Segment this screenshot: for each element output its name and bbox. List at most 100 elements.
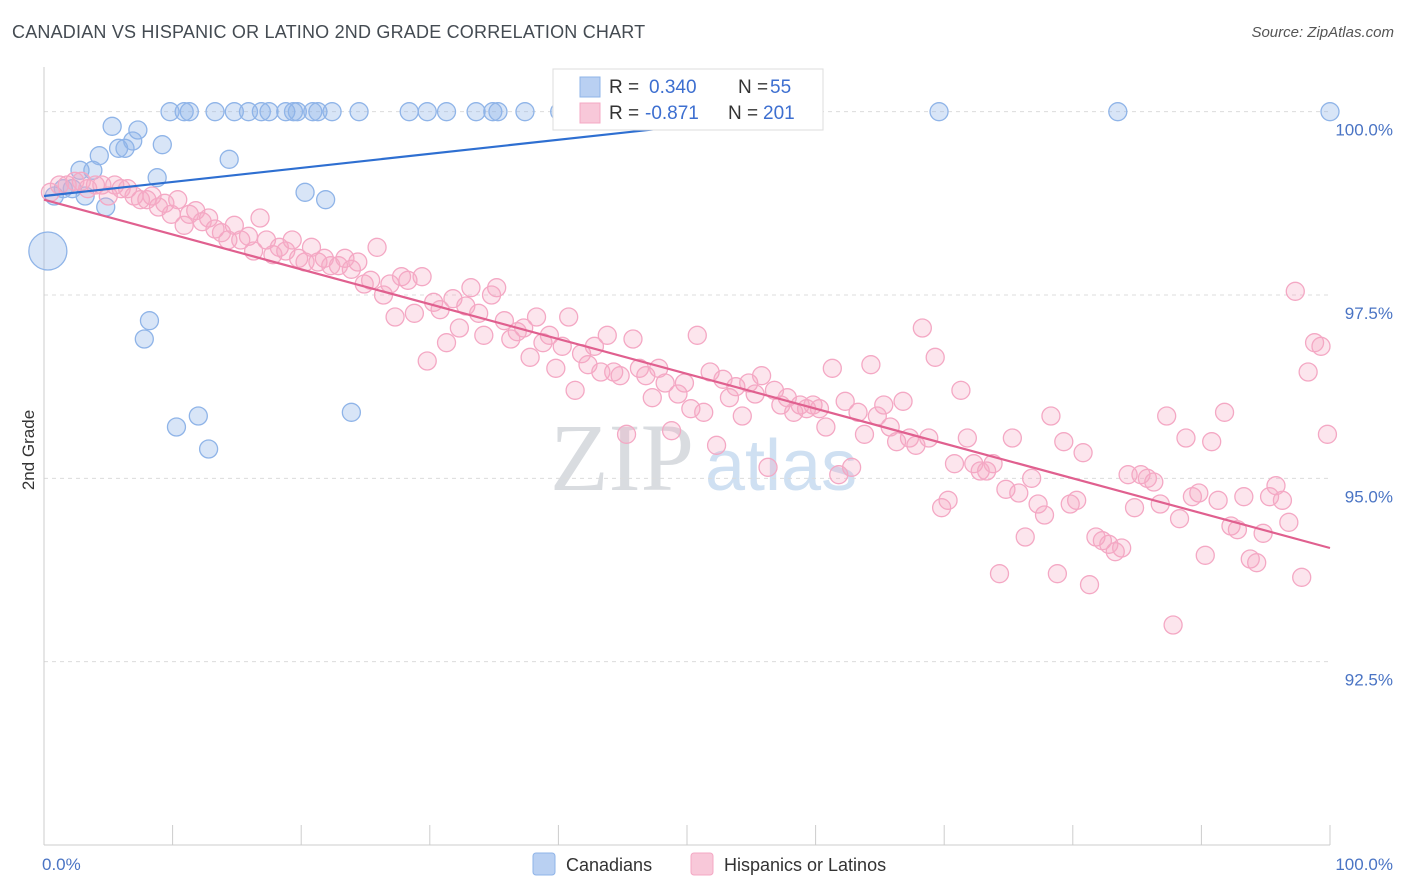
point-hispanics bbox=[661, 421, 682, 441]
point-hispanics bbox=[501, 329, 521, 349]
point-hispanics bbox=[1195, 545, 1215, 565]
point-hispanics bbox=[668, 384, 688, 404]
point-canadians bbox=[417, 102, 437, 122]
point-hispanics bbox=[71, 171, 91, 191]
point-hispanics bbox=[758, 457, 778, 477]
point-canadians bbox=[349, 102, 369, 122]
point-hispanics bbox=[822, 358, 842, 378]
point-canadians bbox=[160, 102, 180, 122]
point-canadians bbox=[102, 116, 122, 136]
point-hispanics bbox=[398, 270, 418, 290]
point-hispanics bbox=[436, 333, 457, 353]
point-hispanics bbox=[989, 564, 1010, 584]
y-tick-label: 100.0% bbox=[1335, 121, 1393, 140]
point-hispanics bbox=[1009, 483, 1029, 503]
point-canadians bbox=[224, 102, 244, 122]
point-hispanics bbox=[1034, 505, 1055, 525]
point-hispanics bbox=[1054, 432, 1074, 452]
point-hispanics bbox=[341, 259, 362, 279]
point-hispanics bbox=[1285, 281, 1305, 301]
point-canadians bbox=[251, 102, 271, 122]
point-canadians bbox=[166, 417, 187, 437]
point-canadians bbox=[308, 102, 328, 122]
point-hispanics bbox=[938, 490, 958, 510]
point-hispanics bbox=[559, 307, 579, 327]
point-hispanics bbox=[655, 373, 675, 393]
legend-swatch-canadians bbox=[532, 852, 556, 876]
stats-r-label-hispanics: R = bbox=[609, 103, 639, 124]
x-tick-label: 100.0% bbox=[1335, 855, 1393, 874]
point-hispanics bbox=[841, 457, 862, 477]
point-hispanics bbox=[925, 347, 945, 367]
stats-r-value-canadians: 0.340 bbox=[649, 77, 697, 98]
point-hispanics bbox=[1028, 494, 1048, 514]
point-hispanics bbox=[983, 454, 1003, 474]
point-hispanics bbox=[1208, 490, 1228, 510]
point-hispanics bbox=[1041, 406, 1061, 426]
point-hispanics bbox=[348, 252, 368, 272]
chart-title: CANADIAN VS HISPANIC OR LATINO 2ND GRADE… bbox=[12, 22, 646, 42]
watermark-atlas: atlas bbox=[705, 426, 857, 506]
point-hispanics bbox=[474, 325, 494, 345]
point-canadians bbox=[198, 439, 219, 459]
point-hispanics bbox=[854, 424, 875, 444]
point-hispanics bbox=[1002, 428, 1023, 448]
stats-swatch-hispanics bbox=[579, 102, 601, 124]
point-hispanics bbox=[1112, 538, 1132, 558]
legend-label-hispanics: Hispanics or Latinos bbox=[724, 855, 886, 875]
point-canadians bbox=[322, 102, 342, 122]
legend: Canadians Hispanics or Latinos bbox=[532, 852, 886, 876]
point-canadians bbox=[488, 102, 508, 122]
point-canadians bbox=[259, 102, 279, 122]
point-hispanics bbox=[1073, 443, 1093, 463]
point-canadians bbox=[315, 190, 336, 210]
point-hispanics bbox=[610, 366, 630, 386]
point-canadians bbox=[303, 102, 323, 122]
point-hispanics bbox=[1047, 564, 1068, 584]
point-hispanics bbox=[1253, 523, 1273, 543]
point-canadians bbox=[929, 102, 949, 122]
trend-line-hispanics bbox=[43, 198, 1331, 550]
point-hispanics bbox=[238, 226, 259, 246]
point-hispanics bbox=[520, 347, 540, 367]
point-canadians bbox=[515, 102, 535, 122]
point-hispanics bbox=[137, 190, 157, 210]
point-hispanics bbox=[976, 461, 997, 481]
point-hispanics bbox=[487, 278, 507, 298]
point-hispanics bbox=[597, 325, 617, 345]
point-hispanics bbox=[367, 237, 387, 257]
point-hispanics bbox=[565, 380, 585, 400]
point-hispanics bbox=[835, 391, 855, 411]
point-canadians bbox=[123, 131, 143, 151]
point-hispanics bbox=[404, 303, 425, 323]
stats-r-value-hispanics: -0.871 bbox=[645, 103, 699, 124]
point-hispanics bbox=[1176, 428, 1196, 448]
point-hispanics bbox=[1157, 406, 1177, 426]
point-hispanics bbox=[1021, 468, 1042, 488]
point-canadians bbox=[205, 102, 225, 122]
point-hispanics bbox=[1163, 615, 1183, 635]
point-hispanics bbox=[719, 388, 740, 408]
point-canadians bbox=[295, 182, 315, 202]
point-hispanics bbox=[1144, 472, 1164, 492]
point-hispanics bbox=[1234, 487, 1254, 507]
point-hispanics bbox=[957, 428, 977, 448]
point-hispanics bbox=[944, 454, 965, 474]
point-hispanics bbox=[874, 395, 894, 415]
point-hispanics bbox=[694, 402, 714, 422]
point-hispanics bbox=[360, 270, 381, 290]
point-canadians bbox=[466, 102, 486, 122]
point-hispanics bbox=[1169, 509, 1190, 529]
point-hispanics bbox=[623, 329, 643, 349]
point-canadians bbox=[174, 102, 194, 122]
point-canadians bbox=[483, 102, 503, 122]
point-hispanics bbox=[417, 351, 437, 371]
point-hispanics bbox=[1015, 527, 1035, 547]
point-hispanics bbox=[198, 208, 219, 228]
source-label: Source: ZipAtlas.com bbox=[1251, 24, 1394, 41]
point-hispanics bbox=[282, 230, 302, 250]
point-hispanics bbox=[1202, 432, 1222, 452]
point-hispanics bbox=[1214, 402, 1235, 422]
point-canadians bbox=[188, 406, 208, 426]
data-points bbox=[28, 102, 1340, 635]
